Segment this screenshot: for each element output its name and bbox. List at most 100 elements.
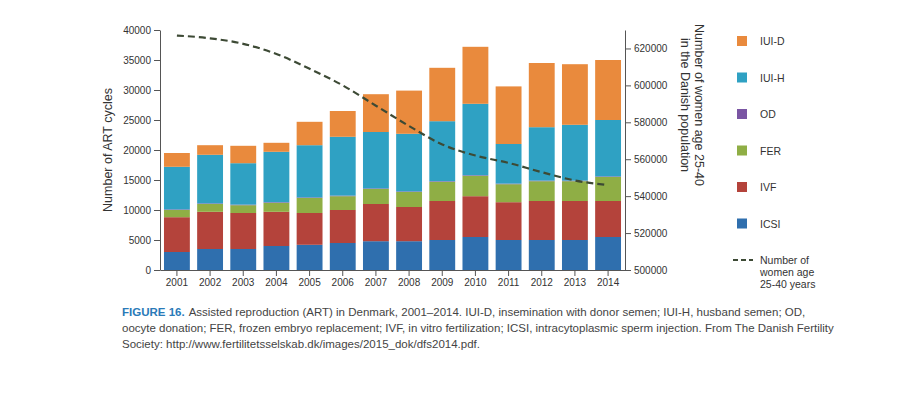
bar (164, 210, 190, 217)
bar (562, 64, 588, 125)
tick-mark (154, 150, 160, 151)
tick-label: 25000 (123, 115, 151, 126)
bar (595, 177, 621, 201)
bar (197, 155, 223, 204)
bar (595, 237, 621, 270)
tick: 2013 (564, 270, 587, 288)
tick-label: 2006 (332, 277, 355, 288)
tick: 2012 (531, 270, 554, 288)
tick-label: 620000 (634, 43, 668, 54)
tick-mark (508, 270, 509, 276)
bar (462, 47, 488, 104)
bar (429, 182, 455, 201)
tick-label: 2004 (265, 277, 288, 288)
tick-label: 2001 (166, 277, 189, 288)
bar (562, 125, 588, 181)
legend-swatch (737, 182, 747, 192)
legend-label: IVF (760, 181, 776, 193)
tick: 15000 (123, 175, 160, 186)
legend-swatch (737, 73, 747, 83)
tick-mark (243, 270, 244, 276)
tick-mark (154, 120, 160, 121)
tick-label: 2011 (498, 277, 520, 288)
bar (429, 201, 455, 240)
tick: 2010 (464, 270, 487, 288)
bar (197, 204, 223, 212)
x-axis: 2001200220032004200520062007200820092010… (161, 270, 626, 288)
tick: 600000 (625, 80, 668, 91)
bar (164, 167, 190, 210)
bar (263, 143, 289, 152)
tick-mark (625, 196, 631, 197)
tick-label: 0 (145, 265, 151, 276)
legend: IUI-DIUI-HODFERIVFICSINumber ofwomen age… (733, 35, 815, 290)
tick-mark (625, 122, 631, 123)
legend-item: IUI-D (737, 35, 785, 47)
tick: 500000 (625, 265, 668, 276)
bar (297, 145, 323, 197)
axis-line (625, 31, 626, 271)
tick: 2008 (398, 270, 421, 288)
tick-mark (608, 270, 609, 276)
legend-label: OD (760, 108, 776, 120)
bar (330, 111, 356, 137)
bar (529, 201, 555, 240)
tick-label: 2007 (365, 277, 388, 288)
legend-item: IVF (737, 181, 776, 193)
tick: 560000 (625, 154, 668, 165)
tick-label: 540000 (634, 191, 668, 202)
bar (330, 137, 356, 196)
tick-mark (342, 270, 343, 276)
tick: 30000 (123, 85, 160, 96)
tick: 40000 (123, 25, 160, 36)
tick: 35000 (123, 55, 160, 66)
bar (595, 201, 621, 237)
tick-mark (154, 60, 160, 61)
bar (164, 153, 190, 167)
bar (496, 240, 522, 270)
legend-swatch (737, 109, 747, 119)
tick: 5000 (129, 235, 160, 246)
tick: 2005 (298, 270, 321, 288)
tick-mark (309, 270, 310, 276)
tick-label: 15000 (123, 175, 151, 186)
bar (396, 91, 422, 134)
bar (529, 240, 555, 270)
bar (462, 176, 488, 196)
tick-label: 35000 (123, 55, 151, 66)
bar (429, 121, 455, 181)
bar (230, 213, 256, 249)
bar (297, 213, 323, 245)
tick-mark (625, 85, 631, 86)
legend-label: FER (760, 145, 781, 157)
axis-line (160, 31, 161, 271)
bar-series (164, 47, 621, 167)
bar (462, 196, 488, 237)
tick: 20000 (123, 145, 160, 156)
tick-mark (625, 233, 631, 234)
tick: 2001 (166, 270, 189, 288)
bar (363, 204, 389, 241)
bar (330, 243, 356, 270)
tick-label: 580000 (634, 117, 668, 128)
bar (496, 202, 522, 240)
tick-label: 2002 (199, 277, 222, 288)
legend-swatch (737, 36, 747, 46)
tick-label: 2005 (298, 277, 321, 288)
legend-swatch (733, 259, 753, 261)
tick-mark (574, 270, 575, 276)
bar (396, 207, 422, 241)
tick: 580000 (625, 117, 668, 128)
tick-mark (276, 270, 277, 276)
axis-title: Number of ART cycles (101, 88, 115, 212)
caption-text: Assisted reproduction (ART) in Denmark, … (122, 306, 834, 350)
bar (263, 203, 289, 212)
bar (297, 122, 323, 145)
bar (562, 240, 588, 270)
legend-item: Number ofwomen age25-40 years (733, 254, 815, 290)
line (177, 36, 608, 186)
tick-label: 2012 (531, 277, 554, 288)
bar (595, 120, 621, 176)
y2-axis: 5000005200005400005600005800006000006200… (625, 31, 668, 276)
tick: 10000 (123, 205, 160, 216)
